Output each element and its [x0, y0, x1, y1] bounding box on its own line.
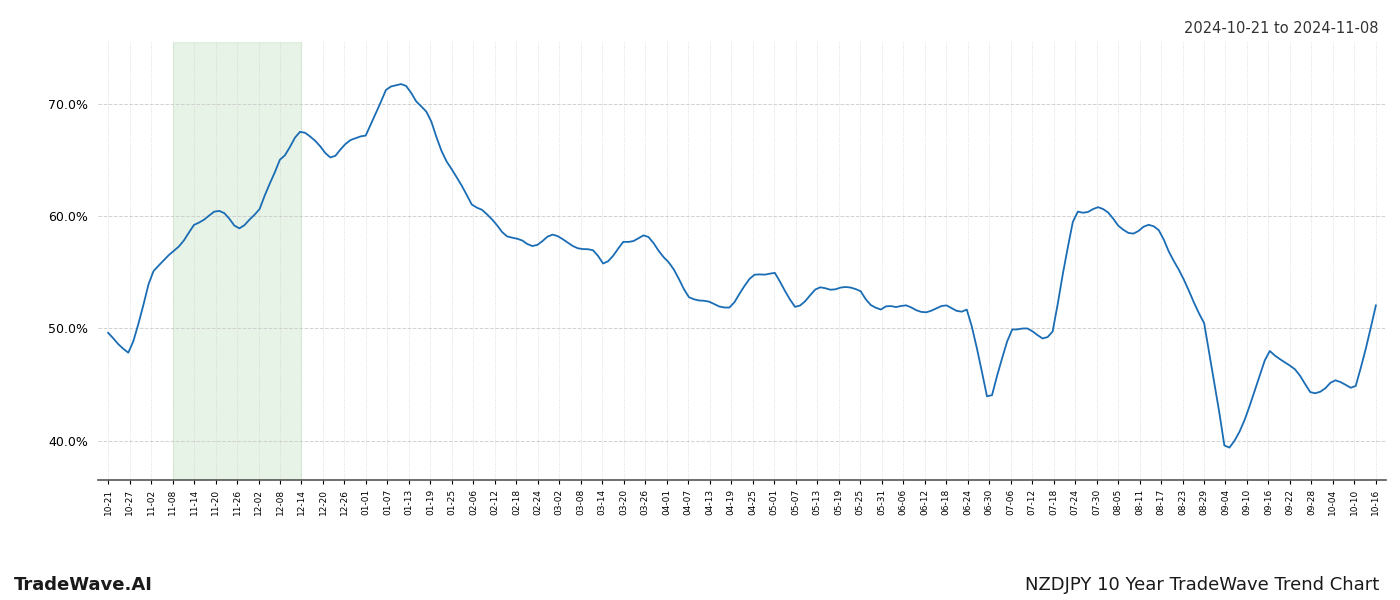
Text: TradeWave.AI: TradeWave.AI	[14, 576, 153, 594]
Text: NZDJPY 10 Year TradeWave Trend Chart: NZDJPY 10 Year TradeWave Trend Chart	[1025, 576, 1379, 594]
Bar	[172, 42, 301, 480]
Text: 2024-10-21 to 2024-11-08: 2024-10-21 to 2024-11-08	[1184, 21, 1379, 36]
